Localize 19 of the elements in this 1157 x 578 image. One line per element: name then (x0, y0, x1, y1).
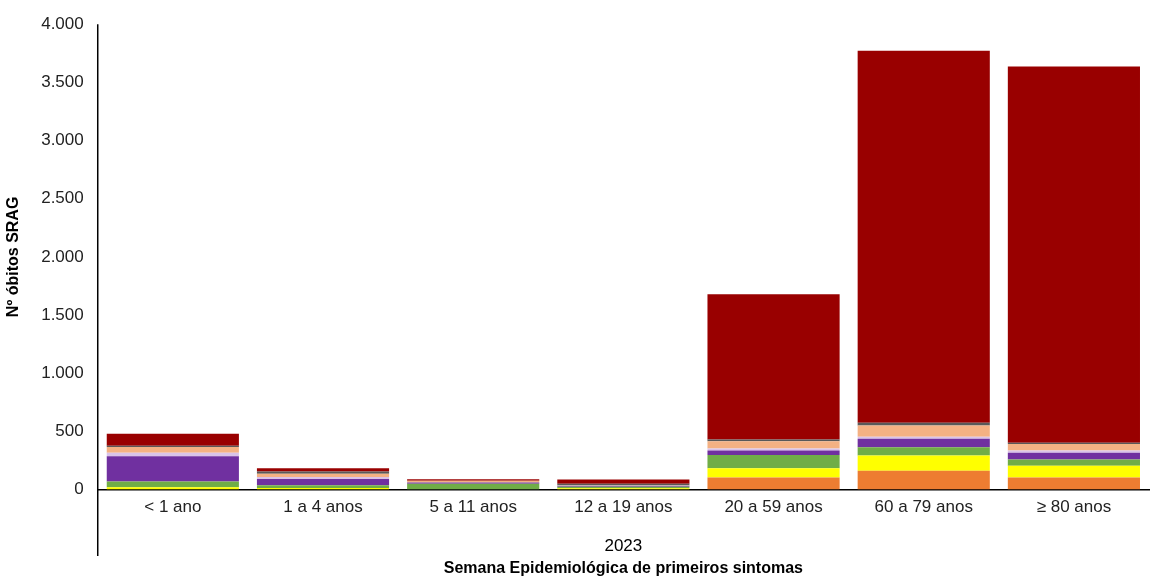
y-tick-label: 1.500 (41, 304, 84, 324)
x-tick-label: 20 a 59 anos (724, 497, 823, 517)
x-axis-title: Semana Epidemiológica de primeiros sintomas (443, 559, 804, 577)
y-tick-label: 3.500 (41, 72, 84, 92)
x-tick-label: 60 a 79 anos (874, 497, 973, 517)
y-tick-label: 4.000 (41, 13, 84, 33)
y-tick-label: 0 (74, 479, 84, 499)
y-tick-label: 1.000 (41, 362, 84, 382)
x-tick-label: ≥ 80 anos (1036, 497, 1112, 517)
y-tick-label: 500 (55, 421, 84, 441)
x-tick-label: 5 a 11 anos (429, 497, 517, 517)
x-tick-label: < 1 ano (144, 497, 202, 517)
y-tick-label: 3.000 (41, 130, 84, 150)
x-tick-label: 12 a 19 anos (574, 497, 673, 517)
x-tick-label: 1 a 4 anos (283, 497, 363, 517)
y-axis-title: Nº óbitos SRAG (4, 196, 22, 318)
text: 2023 (604, 535, 643, 555)
y-tick-label: 2.000 (41, 246, 84, 266)
y-tick-label: 2.500 (41, 188, 84, 208)
